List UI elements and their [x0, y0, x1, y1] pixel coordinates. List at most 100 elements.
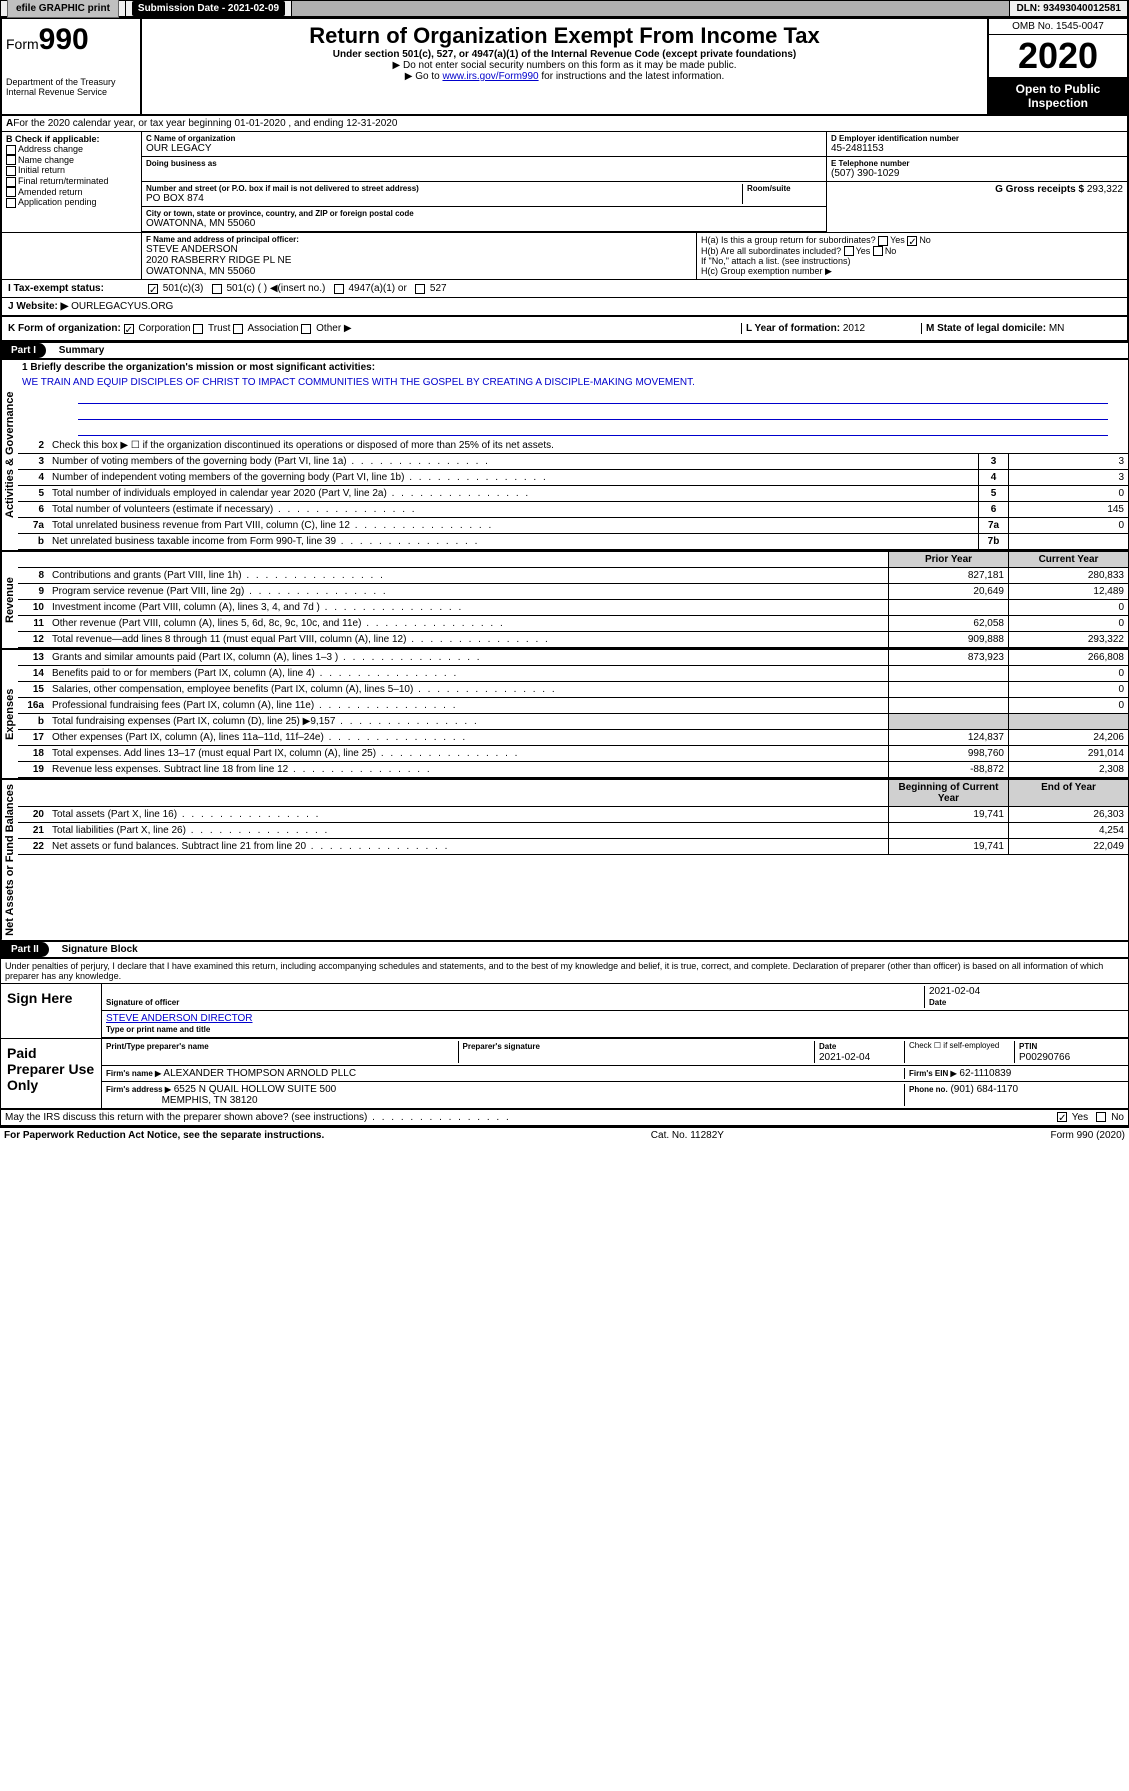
data-row: 18 Total expenses. Add lines 13–17 (must…: [18, 746, 1128, 762]
gov-val-2: 0: [1008, 486, 1128, 501]
vlabel-expenses: Expenses: [1, 650, 18, 778]
sign-here-label: Sign Here: [1, 984, 101, 1038]
current-val: 0: [1008, 666, 1128, 681]
website[interactable]: OURLEGACYUS.ORG: [71, 301, 173, 312]
telephone: (507) 390-1029: [831, 168, 1123, 179]
paid-preparer-label: Paid Preparer Use Only: [1, 1039, 101, 1108]
data-row: 9 Program service revenue (Part VIII, li…: [18, 584, 1128, 600]
col-current-year: Current Year: [1008, 552, 1128, 567]
data-row: 10 Investment income (Part VIII, column …: [18, 600, 1128, 616]
gross-receipts: 293,322: [1087, 184, 1123, 195]
section-revenue: Revenue Prior Year Current Year 8 Contri…: [0, 551, 1129, 649]
form-header: Form990 Department of the Treasury Inter…: [0, 17, 1129, 116]
current-val: 293,322: [1008, 632, 1128, 647]
chk-initial-return[interactable]: Initial return: [6, 165, 137, 176]
footer-pra: For Paperwork Reduction Act Notice, see …: [4, 1130, 324, 1141]
state-domicile: MN: [1049, 323, 1065, 334]
form-number: Form990: [6, 23, 136, 57]
data-row: 12 Total revenue—add lines 8 through 11 …: [18, 632, 1128, 648]
irs-link[interactable]: www.irs.gov/Form990: [442, 71, 538, 82]
prior-val: [888, 823, 1008, 838]
section-net-assets: Net Assets or Fund Balances Beginning of…: [0, 779, 1129, 941]
ha-yes[interactable]: [878, 236, 888, 246]
prior-val: [888, 682, 1008, 697]
data-row: 14 Benefits paid to or for members (Part…: [18, 666, 1128, 682]
discuss-no[interactable]: [1096, 1112, 1106, 1122]
data-row: 13 Grants and similar amounts paid (Part…: [18, 650, 1128, 666]
data-row: 17 Other expenses (Part IX, column (A), …: [18, 730, 1128, 746]
firm-phone: (901) 684-1170: [950, 1084, 1018, 1095]
current-val: [1008, 714, 1128, 729]
hb-no[interactable]: [873, 246, 883, 256]
form-title: Return of Organization Exempt From Incom…: [146, 23, 983, 49]
irs-label: Internal Revenue Service: [6, 87, 136, 97]
gov-row: b Net unrelated business taxable income …: [18, 534, 1128, 550]
check-self-employed[interactable]: Check ☐ if self-employed: [904, 1041, 1014, 1063]
current-val: 0: [1008, 616, 1128, 631]
data-row: 20 Total assets (Part X, line 16) 19,741…: [18, 807, 1128, 823]
q2-text: Check this box ▶ ☐ if the organization d…: [48, 438, 1128, 453]
chk-527[interactable]: [415, 284, 425, 294]
current-val: 0: [1008, 698, 1128, 713]
officer-print-name: STEVE ANDERSON DIRECTOR: [106, 1013, 253, 1024]
officer-name: STEVE ANDERSON: [146, 244, 692, 255]
prior-val: [888, 666, 1008, 681]
data-row: 15 Salaries, other compensation, employe…: [18, 682, 1128, 698]
hb-yes[interactable]: [844, 246, 854, 256]
chk-assoc[interactable]: [233, 324, 243, 334]
sig-date: 2021-02-04: [929, 986, 980, 997]
current-val: 0: [1008, 682, 1128, 697]
current-val: 12,489: [1008, 584, 1128, 599]
efile-button[interactable]: efile GRAPHIC print: [7, 0, 119, 18]
prior-val: 873,923: [888, 650, 1008, 665]
prior-val: 998,760: [888, 746, 1008, 761]
discuss-yes[interactable]: [1057, 1112, 1067, 1122]
chk-app-pending[interactable]: Application pending: [6, 197, 137, 208]
current-val: 266,808: [1008, 650, 1128, 665]
prior-val: [888, 714, 1008, 729]
chk-corp[interactable]: [124, 324, 134, 334]
chk-501c[interactable]: [212, 284, 222, 294]
omb-number: OMB No. 1545-0047: [989, 19, 1127, 35]
data-row: 8 Contributions and grants (Part VIII, l…: [18, 568, 1128, 584]
officer-addr2: OWATONNA, MN 55060: [146, 266, 692, 277]
tax-status-row: I Tax-exempt status: 501(c)(3) 501(c) ( …: [0, 279, 1129, 298]
k-form-row: K Form of organization: Corporation Trus…: [0, 317, 1129, 342]
chk-amended[interactable]: Amended return: [6, 187, 137, 198]
current-val: 291,014: [1008, 746, 1128, 761]
chk-address-change[interactable]: Address change: [6, 144, 137, 155]
chk-final-return[interactable]: Final return/terminated: [6, 176, 137, 187]
footer-cat: Cat. No. 11282Y: [651, 1130, 724, 1141]
website-row: J Website: ▶ OURLEGACYUS.ORG: [0, 298, 1129, 317]
gov-val-3: 145: [1008, 502, 1128, 517]
chk-name-change[interactable]: Name change: [6, 155, 137, 166]
prior-val: [888, 600, 1008, 615]
gov-row: 4 Number of independent voting members o…: [18, 470, 1128, 486]
data-row: 19 Revenue less expenses. Subtract line …: [18, 762, 1128, 778]
chk-other[interactable]: [301, 324, 311, 334]
ein: 45-2481153: [831, 143, 1123, 154]
prior-val: [888, 698, 1008, 713]
dln: DLN: 93493040012581: [1010, 1, 1128, 16]
dept-treasury: Department of the Treasury: [6, 77, 136, 87]
mission-text: WE TRAIN AND EQUIP DISCIPLES OF CHRIST T…: [18, 375, 1128, 390]
chk-trust[interactable]: [193, 324, 203, 334]
org-street: PO BOX 874: [146, 193, 742, 204]
org-city: OWATONNA, MN 55060: [146, 218, 822, 229]
firm-addr1: 6525 N QUAIL HOLLOW SUITE 500: [174, 1084, 336, 1095]
part1-title: Summary: [49, 345, 105, 356]
firm-ein: 62-1110839: [959, 1068, 1011, 1079]
part1-header: Part I: [1, 343, 46, 358]
current-val: 4,254: [1008, 823, 1128, 838]
part2-header: Part II: [1, 942, 49, 957]
prior-val: 19,741: [888, 807, 1008, 822]
chk-501c3[interactable]: [148, 284, 158, 294]
footer-formref: Form 990 (2020): [1051, 1130, 1125, 1141]
ha-no[interactable]: [907, 236, 917, 246]
ptin: P00290766: [1019, 1052, 1070, 1063]
current-val: 24,206: [1008, 730, 1128, 745]
signature-block: Under penalties of perjury, I declare th…: [0, 958, 1129, 1126]
open-public-badge: Open to Public Inspection: [989, 78, 1127, 114]
line-a: A For the 2020 calendar year, or tax yea…: [0, 116, 1129, 132]
chk-4947[interactable]: [334, 284, 344, 294]
